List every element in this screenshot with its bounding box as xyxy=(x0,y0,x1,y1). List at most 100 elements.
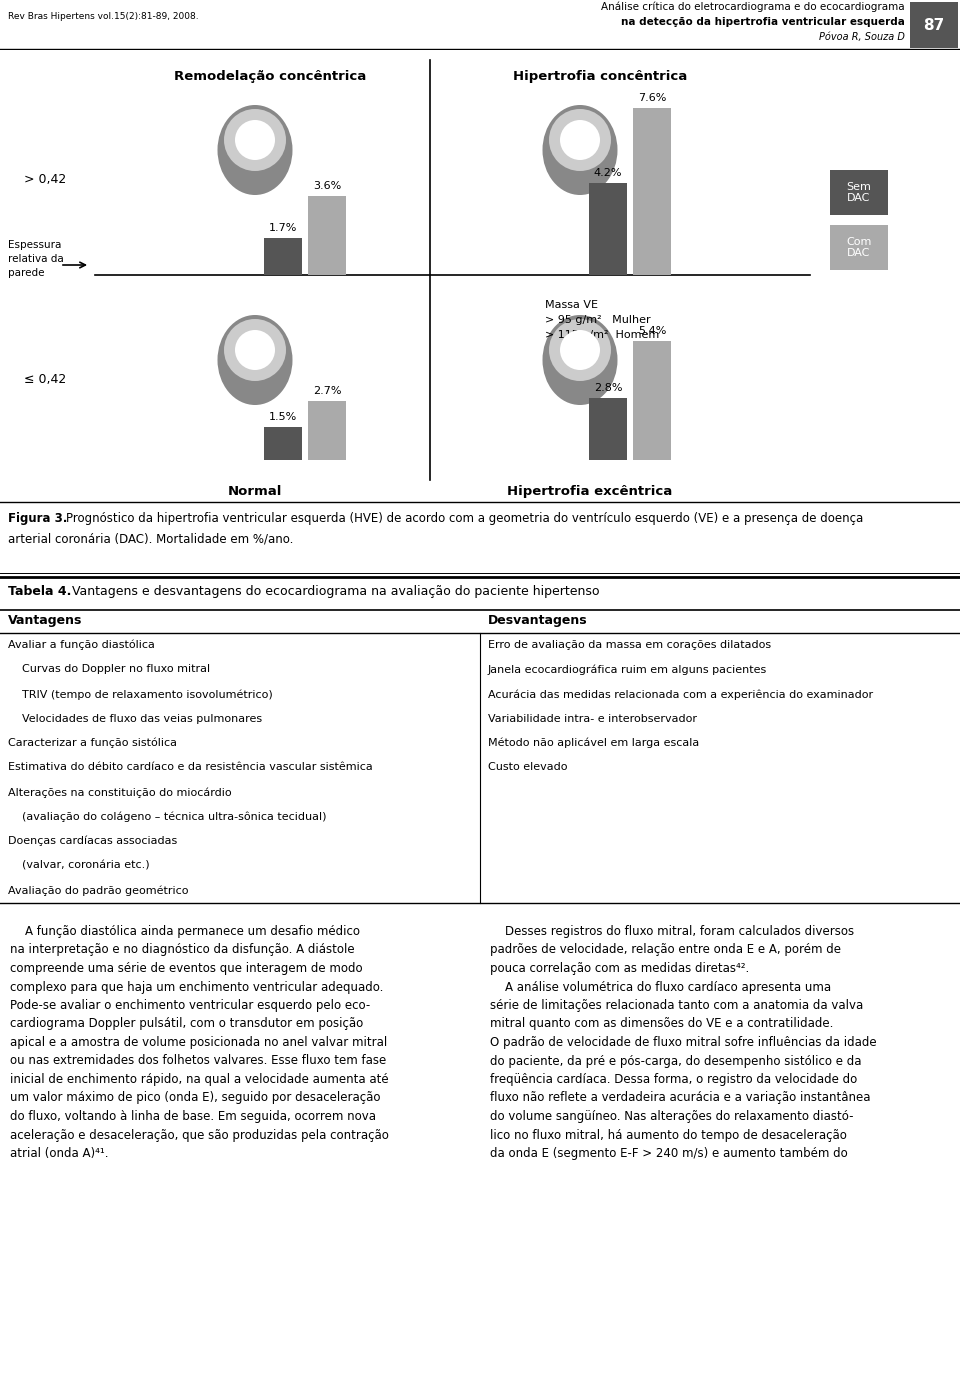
Text: > 115 g/m²  Homem: > 115 g/m² Homem xyxy=(545,330,660,340)
Text: atrial (onda A)⁴¹.: atrial (onda A)⁴¹. xyxy=(10,1148,108,1160)
Text: freqüência cardíaca. Dessa forma, o registro da velocidade do: freqüência cardíaca. Dessa forma, o regi… xyxy=(490,1073,857,1086)
Text: TRIV (tempo de relaxamento isovolumétrico): TRIV (tempo de relaxamento isovolumétric… xyxy=(8,689,273,699)
Text: 3.6%: 3.6% xyxy=(313,180,341,191)
Text: relativa da: relativa da xyxy=(8,255,63,264)
Text: do volume sangüíneo. Nas alterações do relaxamento diastó-: do volume sangüíneo. Nas alterações do r… xyxy=(490,1110,853,1123)
Text: 2.7%: 2.7% xyxy=(313,385,341,396)
Bar xyxy=(830,226,888,270)
Text: compreende uma série de eventos que interagem de modo: compreende uma série de eventos que inte… xyxy=(10,962,363,976)
Text: na detecção da hipertrofia ventricular esquerda: na detecção da hipertrofia ventricular e… xyxy=(621,17,905,28)
Text: do fluxo, voltando à linha de base. Em seguida, ocorrem nova: do fluxo, voltando à linha de base. Em s… xyxy=(10,1110,376,1123)
Text: um valor máximo de pico (onda E), seguido por desaceleração: um valor máximo de pico (onda E), seguid… xyxy=(10,1091,380,1105)
Text: Rev Bras Hipertens vol.15(2):81-89, 2008.: Rev Bras Hipertens vol.15(2):81-89, 2008… xyxy=(8,12,199,21)
Text: Espessura: Espessura xyxy=(8,239,61,250)
Text: Com
DAC: Com DAC xyxy=(847,237,872,259)
Text: Curvas do Doppler no fluxo mitral: Curvas do Doppler no fluxo mitral xyxy=(8,665,210,674)
Ellipse shape xyxy=(218,315,293,405)
Ellipse shape xyxy=(218,105,293,195)
Ellipse shape xyxy=(542,315,617,405)
Text: (valvar, coronária etc.): (valvar, coronária etc.) xyxy=(8,860,150,871)
Text: Hipertrofia excêntrica: Hipertrofia excêntrica xyxy=(508,484,673,498)
Text: complexo para que haja um enchimento ventricular adequado.: complexo para que haja um enchimento ven… xyxy=(10,981,383,993)
Text: Doenças cardíacas associadas: Doenças cardíacas associadas xyxy=(8,837,178,846)
Text: aceleração e desaceleração, que são produzidas pela contração: aceleração e desaceleração, que são prod… xyxy=(10,1128,389,1142)
Text: Pode-se avaliar o enchimento ventricular esquerdo pelo eco-: Pode-se avaliar o enchimento ventricular… xyxy=(10,999,371,1011)
Text: > 0,42: > 0,42 xyxy=(24,173,66,187)
Text: apical e a amostra de volume posicionada no anel valvar mitral: apical e a amostra de volume posicionada… xyxy=(10,1036,387,1049)
Text: Avaliação do padrão geométrico: Avaliação do padrão geométrico xyxy=(8,885,188,896)
Text: Remodelação concêntrica: Remodelação concêntrica xyxy=(174,70,366,83)
Bar xyxy=(589,399,627,460)
Bar xyxy=(633,341,671,460)
Ellipse shape xyxy=(560,120,600,160)
Text: 1.5%: 1.5% xyxy=(269,411,298,422)
Text: 1.7%: 1.7% xyxy=(269,223,298,233)
Text: Análise crítica do eletrocardiograma e do ecocardiograma: Análise crítica do eletrocardiograma e d… xyxy=(601,1,905,12)
Text: Vantagens: Vantagens xyxy=(8,614,83,627)
Ellipse shape xyxy=(549,109,611,171)
Ellipse shape xyxy=(235,120,275,160)
Text: da onda E (segmento E-F > 240 m/s) e aumento também do: da onda E (segmento E-F > 240 m/s) e aum… xyxy=(490,1148,848,1160)
Text: na interpretação e no diagnóstico da disfunção. A diástole: na interpretação e no diagnóstico da dis… xyxy=(10,944,354,956)
Bar xyxy=(830,171,888,215)
Text: Alterações na constituição do miocárdio: Alterações na constituição do miocárdio xyxy=(8,787,231,798)
Text: Avaliar a função diastólica: Avaliar a função diastólica xyxy=(8,640,155,651)
Text: 5.4%: 5.4% xyxy=(637,326,666,336)
Text: mitral quanto com as dimensões do VE e a contratilidade.: mitral quanto com as dimensões do VE e a… xyxy=(490,1017,833,1031)
Text: série de limitações relacionada tanto com a anatomia da valva: série de limitações relacionada tanto co… xyxy=(490,999,863,1011)
Text: arterial coronária (DAC). Mortalidade em %/ano.: arterial coronária (DAC). Mortalidade em… xyxy=(8,533,294,545)
Text: Custo elevado: Custo elevado xyxy=(488,762,567,772)
Text: Variabilidade intra- e interobservador: Variabilidade intra- e interobservador xyxy=(488,714,697,724)
Text: > 95 g/m²   Mulher: > 95 g/m² Mulher xyxy=(545,315,651,325)
Text: Vantagens e desvantagens do ecocardiograma na avaliação do paciente hipertenso: Vantagens e desvantagens do ecocardiogra… xyxy=(72,585,599,599)
Text: Hipertrofia concêntrica: Hipertrofia concêntrica xyxy=(513,70,687,83)
Bar xyxy=(308,400,346,460)
Text: Tabela 4.: Tabela 4. xyxy=(8,585,71,599)
Text: inicial de enchimento rápido, na qual a velocidade aumenta até: inicial de enchimento rápido, na qual a … xyxy=(10,1073,389,1086)
Text: Caracterizar a função sistólica: Caracterizar a função sistólica xyxy=(8,738,177,749)
Text: 87: 87 xyxy=(924,18,945,33)
Text: Figura 3.: Figura 3. xyxy=(8,512,67,526)
Text: O padrão de velocidade de fluxo mitral sofre influências da idade: O padrão de velocidade de fluxo mitral s… xyxy=(490,1036,876,1049)
Text: Normal: Normal xyxy=(228,484,282,498)
Text: parede: parede xyxy=(8,268,44,278)
Text: Método não aplicável em larga escala: Método não aplicável em larga escala xyxy=(488,738,699,749)
Text: fluxo não reflete a verdadeira acurácia e a variação instantânea: fluxo não reflete a verdadeira acurácia … xyxy=(490,1091,871,1105)
Ellipse shape xyxy=(542,105,617,195)
Bar xyxy=(633,107,671,275)
Text: do paciente, da pré e pós-carga, do desempenho sistólico e da: do paciente, da pré e pós-carga, do dese… xyxy=(490,1054,861,1068)
Text: pouca correlação com as medidas diretas⁴².: pouca correlação com as medidas diretas⁴… xyxy=(490,962,749,976)
Text: lico no fluxo mitral, há aumento do tempo de desaceleração: lico no fluxo mitral, há aumento do temp… xyxy=(490,1128,847,1142)
Bar xyxy=(264,238,302,275)
Bar xyxy=(910,1,958,48)
Text: Estimativa do débito cardíaco e da resistência vascular sistêmica: Estimativa do débito cardíaco e da resis… xyxy=(8,762,372,772)
Ellipse shape xyxy=(224,319,286,381)
Text: Sem
DAC: Sem DAC xyxy=(847,182,872,204)
Text: A análise volumétrica do fluxo cardíaco apresenta uma: A análise volumétrica do fluxo cardíaco … xyxy=(490,981,831,993)
Text: Erro de avaliação da massa em corações dilatados: Erro de avaliação da massa em corações d… xyxy=(488,640,771,649)
Text: Acurácia das medidas relacionada com a experiência do examinador: Acurácia das medidas relacionada com a e… xyxy=(488,689,874,699)
Text: Prognóstico da hipertrofia ventricular esquerda (HVE) de acordo com a geometria : Prognóstico da hipertrofia ventricular e… xyxy=(66,512,863,526)
Text: (avaliação do colágeno – técnica ultra-sônica tecidual): (avaliação do colágeno – técnica ultra-s… xyxy=(8,812,326,821)
Text: 4.2%: 4.2% xyxy=(593,168,622,178)
Ellipse shape xyxy=(224,109,286,171)
Text: Desses registros do fluxo mitral, foram calculados diversos: Desses registros do fluxo mitral, foram … xyxy=(490,925,854,938)
Text: ou nas extremidades dos folhetos valvares. Esse fluxo tem fase: ou nas extremidades dos folhetos valvare… xyxy=(10,1054,386,1068)
Ellipse shape xyxy=(560,330,600,370)
Text: padrões de velocidade, relação entre onda E e A, porém de: padrões de velocidade, relação entre ond… xyxy=(490,944,841,956)
Text: Janela ecocardiográfica ruim em alguns pacientes: Janela ecocardiográfica ruim em alguns p… xyxy=(488,665,767,676)
Bar xyxy=(589,183,627,275)
Text: cardiograma Doppler pulsátil, com o transdutor em posição: cardiograma Doppler pulsátil, com o tran… xyxy=(10,1017,363,1031)
Text: ≤ 0,42: ≤ 0,42 xyxy=(24,373,66,387)
Text: A função diastólica ainda permanece um desafio médico: A função diastólica ainda permanece um d… xyxy=(10,925,360,938)
Text: Massa VE: Massa VE xyxy=(545,300,598,310)
Text: 2.8%: 2.8% xyxy=(593,384,622,394)
Text: Desvantagens: Desvantagens xyxy=(488,614,588,627)
Text: Póvoa R, Souza D: Póvoa R, Souza D xyxy=(819,32,905,43)
Bar xyxy=(264,427,302,460)
Bar xyxy=(308,195,346,275)
Ellipse shape xyxy=(235,330,275,370)
Text: 7.6%: 7.6% xyxy=(637,92,666,103)
Text: Velocidades de fluxo das veias pulmonares: Velocidades de fluxo das veias pulmonare… xyxy=(8,714,262,724)
Ellipse shape xyxy=(549,319,611,381)
